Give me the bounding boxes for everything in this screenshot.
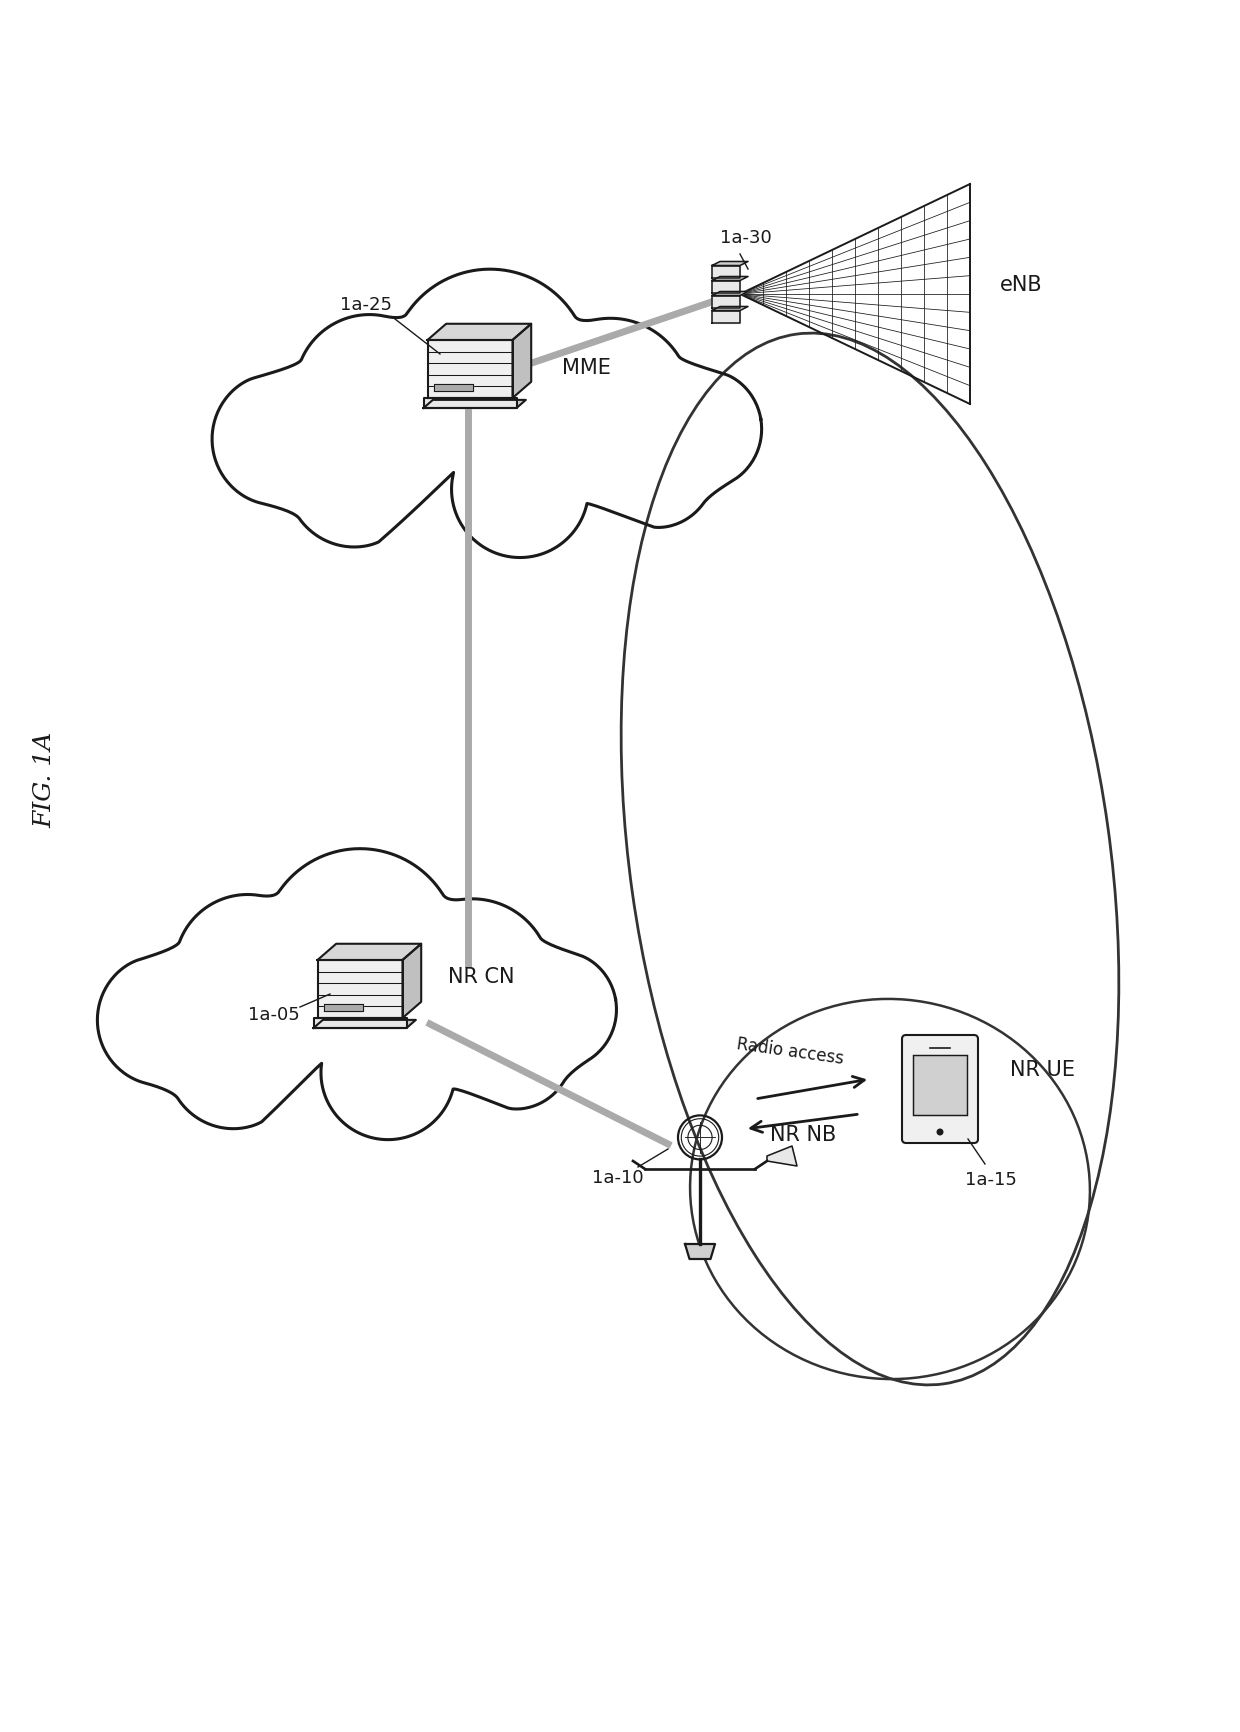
Polygon shape (768, 1147, 797, 1166)
Text: FIG. 1A: FIG. 1A (33, 731, 57, 828)
Polygon shape (424, 398, 517, 409)
Circle shape (936, 1129, 944, 1136)
Text: NR CN: NR CN (448, 966, 515, 987)
Polygon shape (712, 312, 740, 324)
Polygon shape (712, 307, 748, 312)
Polygon shape (512, 324, 531, 398)
Polygon shape (684, 1244, 715, 1259)
Polygon shape (712, 267, 740, 279)
Polygon shape (325, 1005, 362, 1011)
Polygon shape (428, 324, 531, 341)
Polygon shape (314, 1020, 415, 1029)
Polygon shape (428, 341, 512, 398)
Polygon shape (317, 944, 422, 961)
Text: Radio access: Radio access (735, 1036, 844, 1069)
Text: 1a-05: 1a-05 (248, 1005, 300, 1024)
Text: NR NB: NR NB (770, 1124, 836, 1145)
Text: MME: MME (562, 359, 611, 378)
Polygon shape (712, 296, 740, 308)
Polygon shape (712, 281, 740, 293)
Polygon shape (712, 277, 748, 281)
Polygon shape (434, 385, 472, 391)
Polygon shape (317, 961, 403, 1018)
Text: 1a-30: 1a-30 (720, 229, 771, 248)
FancyBboxPatch shape (901, 1036, 978, 1143)
Polygon shape (403, 944, 422, 1018)
Bar (913, 1055, 967, 1115)
Text: 1a-15: 1a-15 (965, 1171, 1017, 1188)
Text: 1a-10: 1a-10 (591, 1169, 644, 1186)
Polygon shape (712, 262, 748, 267)
Text: eNB: eNB (999, 275, 1043, 294)
Polygon shape (712, 293, 748, 296)
Polygon shape (314, 1018, 407, 1029)
Text: NR UE: NR UE (1011, 1060, 1075, 1079)
Polygon shape (424, 400, 526, 409)
Text: 1a-25: 1a-25 (340, 296, 392, 313)
